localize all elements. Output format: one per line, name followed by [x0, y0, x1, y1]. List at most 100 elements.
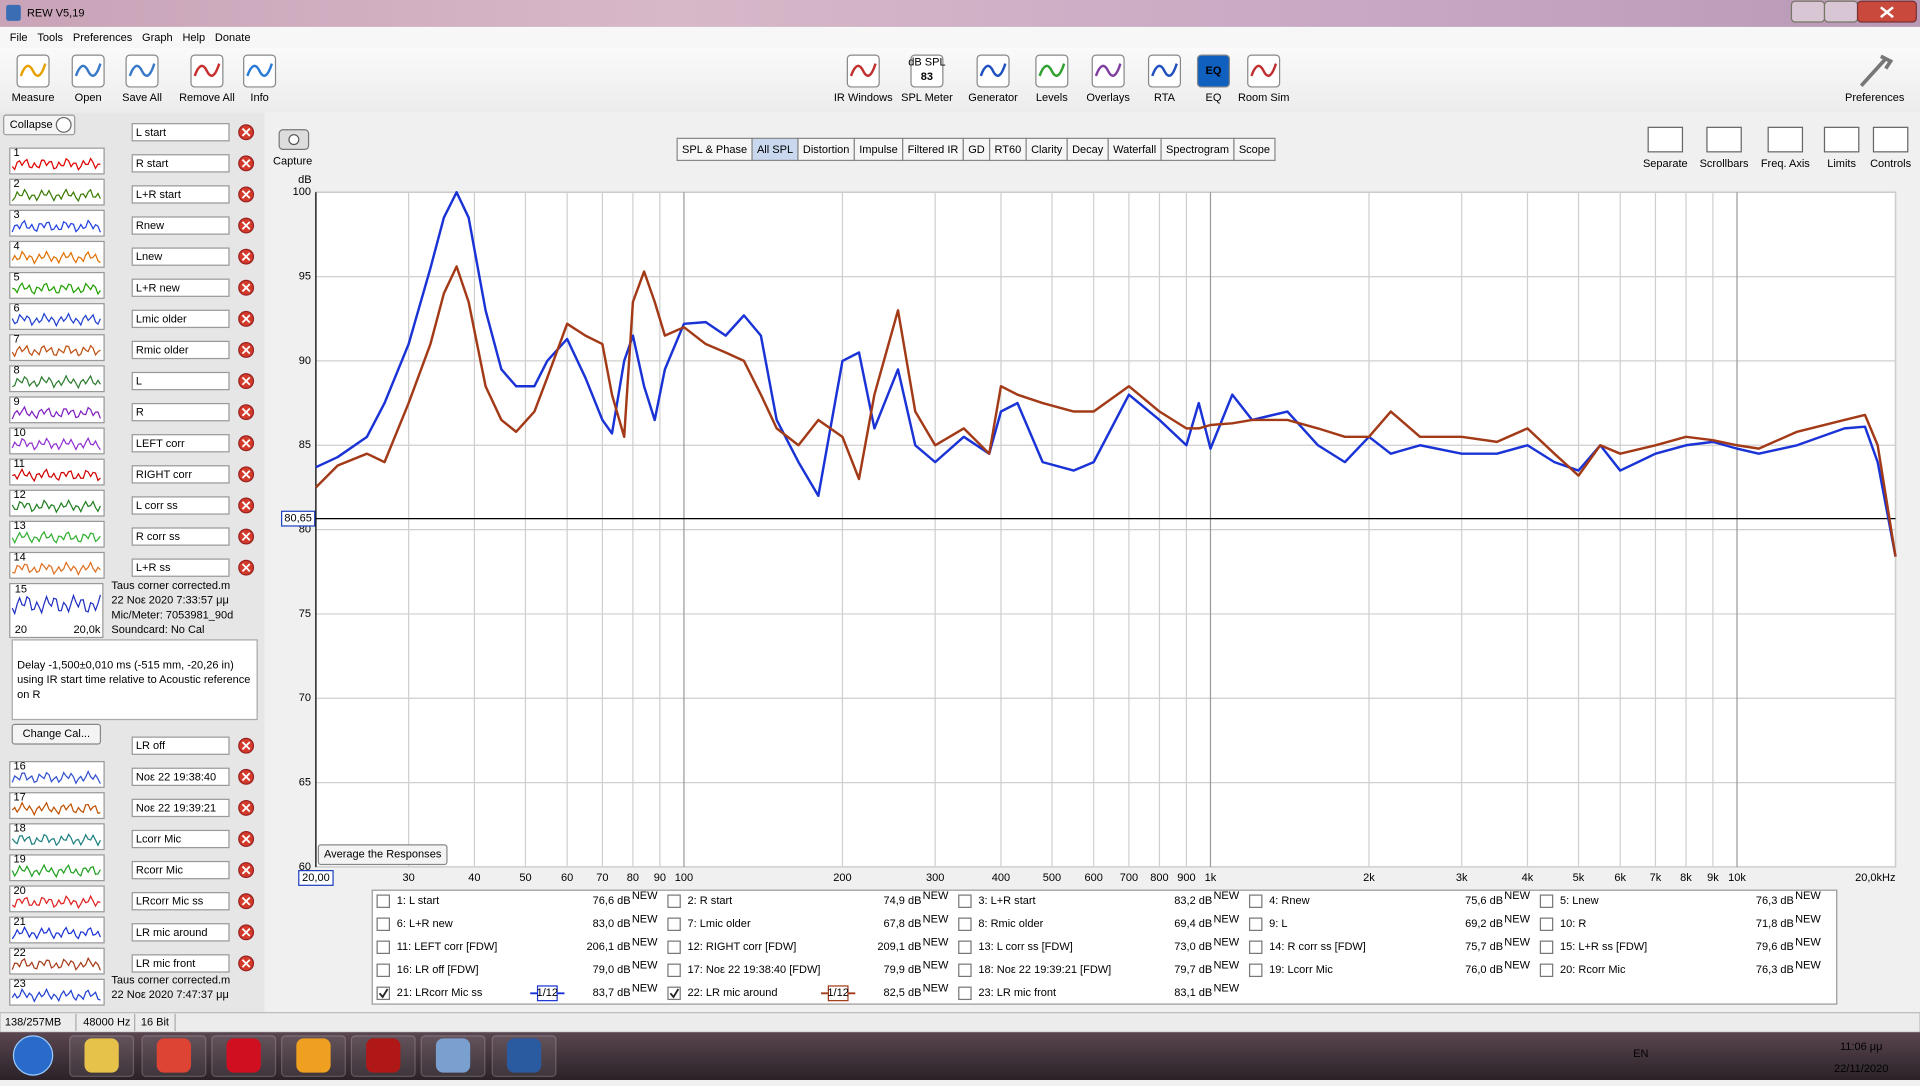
- toolbar-button[interactable]: SPL Meter: [901, 92, 953, 104]
- minimize-button[interactable]: [1790, 0, 1826, 23]
- legend-label[interactable]: 11: LEFT corr [FDW]: [397, 941, 498, 953]
- graph-tool-label[interactable]: Scrollbars: [1700, 158, 1749, 170]
- maximize-button[interactable]: [1823, 0, 1859, 23]
- change-cal-button[interactable]: [11, 723, 102, 745]
- measurement-thumbnail[interactable]: [9, 271, 105, 299]
- measurement-name[interactable]: Lnew: [136, 251, 162, 263]
- measurement-thumbnail[interactable]: [9, 427, 105, 455]
- measurement-thumbnail[interactable]: [9, 582, 104, 639]
- legend-label[interactable]: 12: RIGHT corr [FDW]: [688, 941, 797, 953]
- measurement-thumbnail[interactable]: [9, 240, 105, 268]
- legend-checkbox[interactable]: [667, 894, 681, 908]
- measurement-name-box[interactable]: [131, 123, 230, 142]
- legend-label[interactable]: 5: Lnew: [1560, 895, 1599, 907]
- legend-label[interactable]: 3: L+R start: [978, 895, 1035, 907]
- legend-checkbox[interactable]: [958, 917, 972, 931]
- measurement-name-box[interactable]: [131, 309, 230, 329]
- toolbar-button[interactable]: Preferences: [1845, 92, 1905, 104]
- legend-label[interactable]: 22: LR mic around: [688, 987, 778, 999]
- change-cal-label[interactable]: Change Cal...: [23, 728, 90, 740]
- menu-item[interactable]: File: [10, 32, 28, 44]
- measurement-name[interactable]: Νοε 22 19:38:40: [136, 771, 216, 783]
- measurement-name[interactable]: L+R new: [136, 282, 180, 294]
- measurement-name[interactable]: LRcorr Mic ss: [136, 896, 204, 908]
- measurement-name-box[interactable]: [131, 434, 230, 453]
- measurement-name[interactable]: Lcorr Mic: [136, 834, 182, 846]
- measurement-name[interactable]: Νοε 22 19:39:21: [136, 802, 216, 814]
- average-button-label[interactable]: Average the Responses: [324, 849, 442, 861]
- measurement-name-box[interactable]: [131, 527, 230, 546]
- graph-tool-icon[interactable]: [1823, 126, 1860, 153]
- legend-label[interactable]: 6: L+R new: [397, 918, 453, 930]
- legend-checkbox[interactable]: [376, 940, 391, 954]
- measurement-thumbnail[interactable]: [9, 396, 105, 424]
- legend-checkbox[interactable]: [1248, 894, 1263, 908]
- legend-label[interactable]: 15: L+R ss [FDW]: [1560, 941, 1647, 953]
- legend-checkbox[interactable]: [958, 894, 972, 908]
- legend-label[interactable]: 17: Νοε 22 19:38:40 [FDW]: [688, 964, 821, 976]
- measurement-name-box[interactable]: [131, 465, 230, 484]
- toolbar-button[interactable]: Measure: [12, 92, 55, 104]
- legend-label[interactable]: 13: L corr ss [FDW]: [978, 941, 1072, 953]
- graph-tab-label[interactable]: Clarity: [1031, 144, 1063, 156]
- measurement-name[interactable]: LEFT corr: [136, 438, 185, 450]
- legend-checkbox[interactable]: [667, 917, 681, 931]
- legend-label[interactable]: 8: Rmic older: [978, 918, 1043, 930]
- graph-tab-label[interactable]: All SPL: [757, 144, 793, 156]
- graph-tool-label[interactable]: Limits: [1827, 158, 1856, 170]
- graph-tab-label[interactable]: Distortion: [803, 144, 850, 156]
- measurement-name[interactable]: L start: [136, 127, 166, 139]
- measurement-name[interactable]: LR off: [136, 740, 166, 752]
- legend-checkbox[interactable]: [1539, 963, 1554, 978]
- measurement-name-box[interactable]: [131, 216, 230, 235]
- legend-label[interactable]: 16: LR off [FDW]: [397, 964, 479, 976]
- measurement-name[interactable]: L corr ss: [136, 500, 178, 512]
- legend-checkbox[interactable]: [1248, 940, 1263, 954]
- measurement-name-box[interactable]: [131, 558, 230, 577]
- graph-tab[interactable]: [1233, 137, 1276, 162]
- measurement-name[interactable]: L+R ss: [136, 562, 171, 574]
- legend-label[interactable]: 20: Rcorr Mic: [1560, 964, 1626, 976]
- graph-tool-label[interactable]: Separate: [1643, 158, 1688, 170]
- average-button[interactable]: [317, 844, 448, 866]
- legend-checkbox[interactable]: [1248, 917, 1263, 931]
- graph-tab-label[interactable]: Spectrogram: [1166, 144, 1229, 156]
- legend-label[interactable]: 18: Νοε 22 19:39:21 [FDW]: [978, 964, 1111, 976]
- graph-tab-label[interactable]: RT60: [995, 144, 1022, 156]
- collapse-button[interactable]: [3, 114, 76, 136]
- graph-tab-label[interactable]: Filtered IR: [908, 144, 959, 156]
- measurement-name[interactable]: Rnew: [136, 220, 164, 232]
- measurement-name-box[interactable]: [131, 923, 230, 942]
- measurement-name[interactable]: RIGHT corr: [136, 469, 192, 481]
- toolbar-button[interactable]: Room Sim: [1238, 92, 1289, 104]
- toolbar-button[interactable]: Levels: [1036, 92, 1068, 104]
- graph-tool-icon[interactable]: [1647, 126, 1684, 153]
- legend-label[interactable]: 19: Lcorr Mic: [1269, 964, 1333, 976]
- measurement-name[interactable]: R start: [136, 158, 168, 170]
- measurement-name-box[interactable]: [131, 954, 230, 973]
- measurement-name-box[interactable]: [131, 860, 230, 880]
- start-button[interactable]: [12, 1035, 54, 1076]
- capture-label[interactable]: Capture: [273, 156, 312, 168]
- legend-label[interactable]: 14: R corr ss [FDW]: [1269, 941, 1366, 953]
- measurement-name-box[interactable]: [131, 736, 230, 755]
- measurement-thumbnail[interactable]: [9, 978, 105, 1006]
- legend-checkbox[interactable]: [1539, 917, 1554, 931]
- toolbar-button[interactable]: Info: [250, 92, 268, 104]
- legend-label[interactable]: 23: LR mic front: [978, 987, 1056, 999]
- legend-label[interactable]: 4: Rnew: [1269, 895, 1309, 907]
- measurement-name-box[interactable]: [131, 247, 230, 266]
- measurement-name-box[interactable]: [131, 767, 230, 787]
- measurement-name[interactable]: R: [136, 407, 144, 419]
- legend-label[interactable]: 7: Lmic older: [688, 918, 751, 930]
- graph-tool-icon[interactable]: [1706, 126, 1742, 153]
- measurement-name[interactable]: L+R start: [136, 189, 181, 201]
- graph-tab-label[interactable]: Scope: [1239, 144, 1270, 156]
- measurement-name[interactable]: Rmic older: [136, 344, 189, 356]
- toolbar-button[interactable]: IR Windows: [834, 92, 893, 104]
- measurement-name[interactable]: R corr ss: [136, 531, 181, 543]
- graph-tool-label[interactable]: Controls: [1870, 158, 1912, 170]
- measurement-name-box[interactable]: [131, 402, 230, 422]
- legend-checkbox[interactable]: [958, 940, 972, 954]
- legend-checkbox[interactable]: [1539, 940, 1554, 954]
